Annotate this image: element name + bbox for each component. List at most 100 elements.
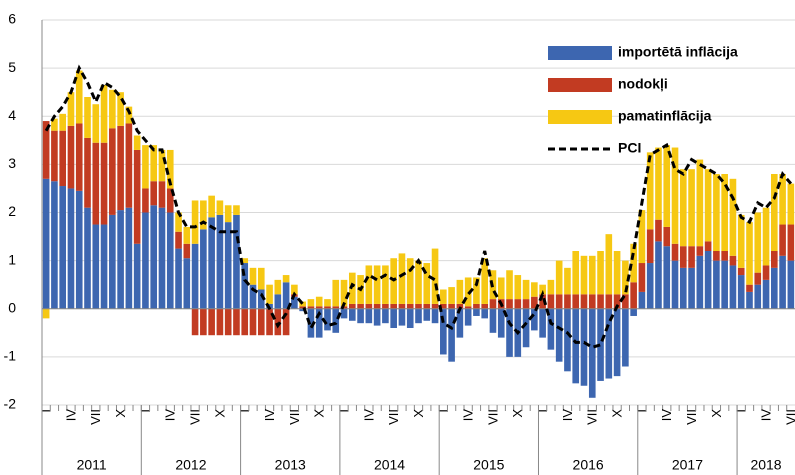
bar [191, 243, 199, 309]
x-tick-label: IV [758, 409, 773, 422]
bar [324, 306, 331, 309]
bar [109, 128, 116, 215]
bar [109, 89, 116, 129]
bar [448, 287, 455, 304]
bar [605, 234, 613, 295]
bar [274, 294, 282, 309]
bar [59, 113, 66, 131]
bar [415, 308, 422, 324]
bar [737, 275, 745, 309]
x-tick-label: VII [485, 409, 500, 425]
bar [307, 306, 315, 309]
bar [142, 145, 149, 189]
bar [696, 246, 704, 256]
bar [390, 303, 397, 309]
x-tick-label: X [411, 409, 426, 418]
x-tick-label: I [734, 409, 749, 413]
bar [373, 265, 381, 304]
x-tick-label: VII [287, 409, 302, 425]
bar [109, 214, 116, 309]
bar [713, 174, 720, 251]
bar [622, 294, 629, 309]
bar [200, 308, 207, 336]
bar [249, 267, 257, 285]
bar [630, 282, 637, 309]
bar [166, 212, 174, 309]
bar [100, 142, 108, 225]
y-tick-label: 3 [8, 155, 16, 171]
year-label: 2012 [175, 457, 206, 473]
legend-label: PCI [618, 140, 641, 156]
line [44, 64, 793, 349]
y-tick-label: 0 [8, 299, 16, 315]
x-tick-label: VII [684, 409, 699, 425]
bar [754, 272, 762, 285]
bar [588, 308, 596, 398]
bar [506, 270, 513, 300]
bar [605, 308, 613, 379]
bar [241, 308, 249, 336]
bar [365, 308, 373, 324]
bar [514, 275, 522, 300]
bar [150, 181, 158, 206]
bar [514, 299, 522, 309]
bar [382, 265, 389, 304]
bar [696, 159, 704, 247]
bar [423, 308, 431, 321]
bar [613, 294, 621, 309]
bar [779, 174, 786, 225]
bar [42, 308, 50, 319]
bar [282, 282, 290, 309]
bar [84, 137, 91, 208]
x-tick-label: VII [783, 409, 795, 425]
bar [456, 303, 464, 309]
bar [522, 308, 530, 348]
bar [588, 294, 596, 309]
bar [324, 308, 331, 331]
bar [266, 284, 273, 304]
bar [175, 248, 182, 309]
year-label: 2017 [672, 457, 703, 473]
bar [398, 303, 406, 309]
legend-label: importētā inflācija [618, 44, 738, 60]
bar [365, 265, 373, 304]
bar [208, 195, 215, 218]
bar [580, 294, 588, 309]
x-tick-label: VII [188, 409, 203, 425]
bar [373, 303, 381, 309]
bar [572, 294, 580, 309]
bar [142, 212, 149, 309]
bar [555, 294, 563, 309]
bar [390, 308, 397, 328]
bar [59, 186, 66, 309]
bar [299, 308, 306, 312]
bar [663, 246, 671, 309]
year-label: 2016 [573, 457, 604, 473]
bar [564, 294, 571, 309]
bar [357, 308, 364, 324]
bar [762, 265, 770, 280]
bar [506, 299, 513, 309]
bar [117, 210, 124, 309]
bar [456, 279, 464, 304]
bar [721, 251, 728, 261]
bar [613, 251, 621, 295]
bar [464, 308, 472, 326]
bar [646, 263, 654, 309]
bar [539, 308, 546, 338]
x-tick-label: I [436, 409, 451, 413]
bar [531, 282, 538, 297]
bar [166, 188, 174, 213]
x-tick-label: VII [88, 409, 103, 425]
bar [84, 97, 91, 138]
bar [257, 289, 265, 309]
bar [266, 308, 273, 336]
bar [440, 308, 447, 355]
bar [224, 308, 232, 336]
bar [605, 294, 613, 309]
bar [158, 149, 166, 182]
bar [663, 226, 671, 247]
bar [332, 306, 340, 309]
bar [257, 308, 265, 336]
legend-swatch [548, 46, 612, 60]
